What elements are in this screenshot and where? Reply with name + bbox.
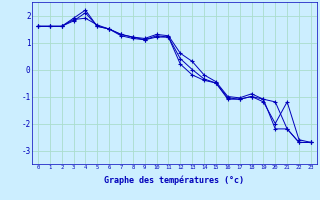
X-axis label: Graphe des températures (°c): Graphe des températures (°c) (104, 176, 244, 185)
